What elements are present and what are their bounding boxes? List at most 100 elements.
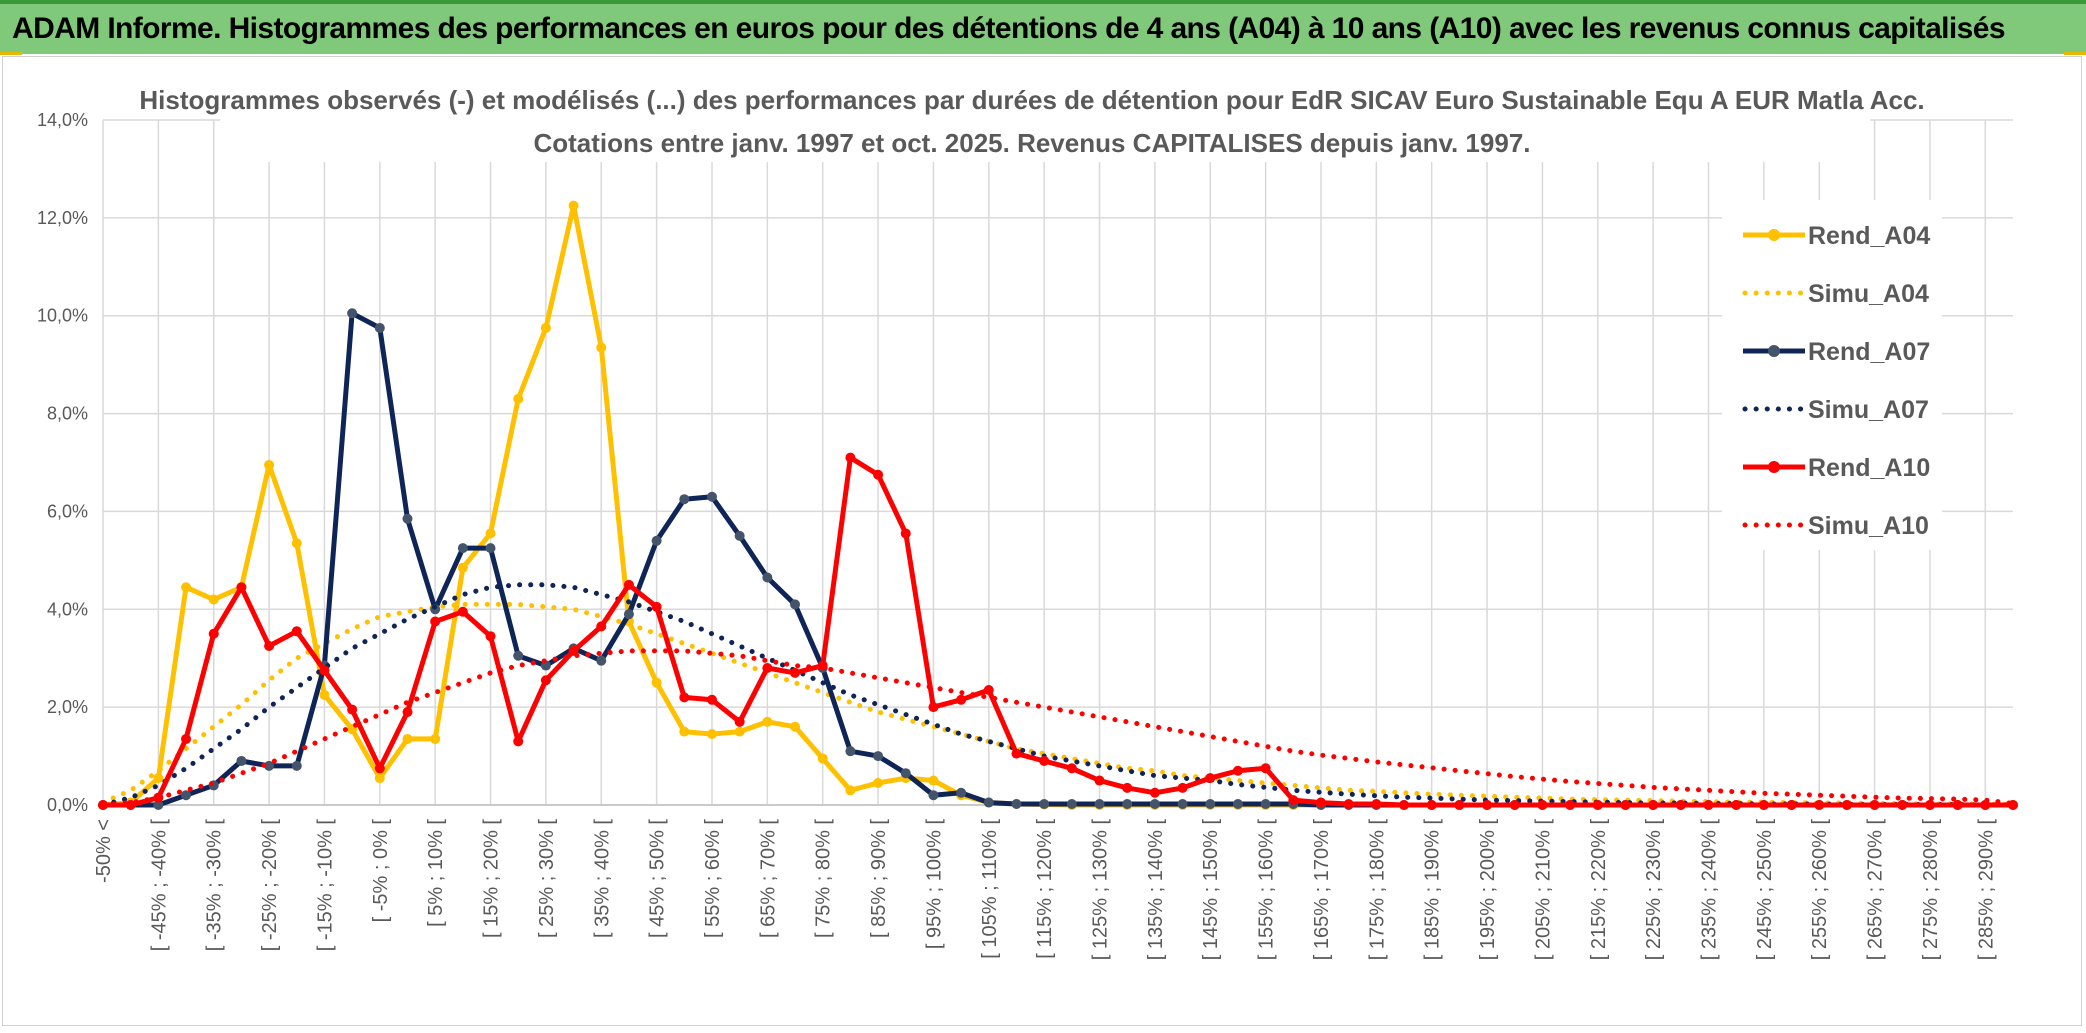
series-rend-a10-point (430, 616, 441, 627)
series-rend-a07-point (153, 800, 164, 810)
series-rend-a10-point (1620, 800, 1631, 810)
x-tick-label: [ 245% ; 250% [ (1754, 819, 1776, 961)
x-tick-label: [ -45% ; -40% [ (148, 819, 170, 952)
series-rend-a10-point (1011, 748, 1022, 759)
series-rend-a10-point (1758, 800, 1769, 810)
series-rend-a10-point (873, 469, 884, 480)
series-rend-a04-point (734, 726, 745, 737)
series-rend-a04-point (596, 342, 607, 353)
series-rend-a10-point (706, 694, 717, 705)
series-simu-a07-line (100, 582, 2016, 808)
legend-label-simu-a10: Simu_A10 (1808, 512, 1929, 540)
x-tick-label: [ -25% ; -20% [ (259, 819, 281, 952)
series-rend-a10-point (1399, 800, 1410, 810)
series-rend-a10-point (1841, 800, 1852, 810)
series-rend-a04-point (153, 773, 164, 784)
series-rend-a07-point (1149, 799, 1160, 810)
x-tick-label: [ 115% ; 120% [ (1034, 819, 1056, 959)
series-rend-a04-point (651, 677, 662, 688)
series-rend-a04-point (568, 200, 579, 211)
corner-accent-right (2064, 52, 2086, 55)
series-rend-a10-point (1122, 782, 1133, 793)
series-rend-a07-point (181, 790, 192, 801)
legend-label-simu-a07: Simu_A07 (1808, 396, 1929, 424)
series-rend-a04-point (485, 528, 496, 539)
series-rend-a10-point (651, 601, 662, 612)
x-tick-label: [ 75% ; 80% [ (813, 819, 835, 938)
x-tick-label: [ 35% ; 40% [ (591, 819, 613, 938)
series-rend-a10-point (1343, 799, 1354, 810)
legend-marker-rend-a07 (1768, 345, 1780, 357)
y-tick-label: 0,0% (47, 795, 88, 815)
series-rend-a07-point (790, 599, 801, 610)
series-rend-a10-point (1066, 763, 1077, 774)
series-rend-a10-point (1703, 800, 1714, 810)
series-rend-a07-point (1011, 799, 1022, 810)
series-rend-a04-point (402, 733, 413, 744)
series-rend-a10-point (236, 582, 247, 593)
x-tick-label: [ 215% ; 220% [ (1588, 819, 1610, 961)
x-tick-label: [ 85% ; 90% [ (868, 819, 890, 938)
x-tick-label: [ 55% ; 60% [ (702, 819, 724, 938)
x-tick-label: -50% < (93, 819, 115, 883)
series-rend-a10-point (1232, 765, 1243, 776)
series-rend-a07-point (347, 308, 358, 319)
series-rend-a04-point (457, 562, 468, 573)
x-tick-label: [ 225% ; 230% [ (1643, 819, 1665, 961)
x-tick-label: [ 5% ; 10% [ (425, 819, 447, 927)
legend-label-rend-a10: Rend_A10 (1808, 454, 1930, 482)
series-rend-a10-point (1592, 800, 1603, 810)
series-rend-a04-point (790, 721, 801, 732)
top-accent-strip (0, 0, 2086, 6)
series-rend-a10-point (1482, 800, 1493, 810)
series-rend-a10-point (457, 606, 468, 617)
x-tick-label: [ 15% ; 20% [ (481, 819, 503, 938)
x-tick-label: [ 145% ; 150% [ (1200, 819, 1222, 961)
series-rend-a04-point (817, 753, 828, 764)
series-rend-a10-point (956, 694, 967, 705)
x-tick-label: [ 95% ; 100% [ (923, 819, 945, 950)
x-tick-label: [ 285% ; 290% [ (1975, 819, 1997, 961)
y-tick-label: 6,0% (47, 501, 88, 521)
series-rend-a10-point (1288, 795, 1299, 806)
series-rend-a10-point (790, 667, 801, 678)
series-rend-a10-point (208, 628, 219, 639)
series-rend-a04-point (873, 777, 884, 788)
series-rend-a04-point (208, 594, 219, 605)
series-rend-a07-point (1260, 799, 1271, 810)
series-rend-a04-point (540, 322, 551, 333)
y-tick-label: 12,0% (37, 208, 88, 228)
series-rend-a04-point (928, 775, 939, 786)
x-tick-label: [ 165% ; 170% [ (1311, 819, 1333, 961)
series-rend-a07-point (291, 760, 302, 771)
y-tick-label: 8,0% (47, 404, 88, 424)
x-tick-label: [ 155% ; 160% [ (1256, 819, 1278, 961)
series-rend-a07-point (1094, 799, 1105, 810)
series-rend-a04-point (291, 538, 302, 549)
series-rend-a10-line (103, 455, 2013, 808)
series-rend-a07-point (706, 491, 717, 502)
x-tick-label: [ 25% ; 30% [ (536, 819, 558, 938)
series-rend-a04-point (181, 582, 192, 593)
series-rend-a10-point (1731, 800, 1742, 810)
page-title: ADAM Informe. Histogrammes des performan… (12, 12, 2006, 45)
series-rend-a10-point (1039, 755, 1050, 766)
series-rend-a10-point (1315, 797, 1326, 808)
series-rend-a10-point (1869, 800, 1880, 810)
series-rend-a07-point (983, 797, 994, 808)
series-rend-a04-point (513, 393, 524, 404)
series-rend-a07-point (1066, 799, 1077, 810)
series-rend-a07-point (651, 535, 662, 546)
series-rend-a07-point (1232, 799, 1243, 810)
series-rend-a10-point (596, 621, 607, 632)
x-tick-label: [ 135% ; 140% [ (1145, 819, 1167, 961)
x-tick-label: [ 65% ; 70% [ (757, 819, 779, 938)
series-simu-a10-line (100, 648, 2016, 808)
series-rend-a07-point (900, 768, 911, 779)
chart-frame (2, 56, 2082, 1026)
x-tick-label: [ -5% ; 0% [ (370, 819, 392, 923)
series-rend-a10-point (181, 733, 192, 744)
series-rend-a04-point (762, 716, 773, 727)
series-rend-a07-point (264, 760, 275, 771)
